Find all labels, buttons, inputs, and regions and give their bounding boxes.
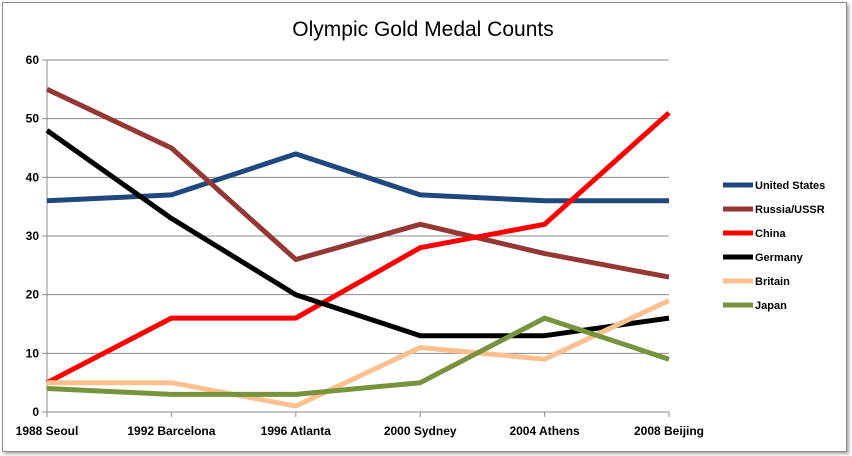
x-tick-label: 2000 Sydney — [384, 424, 457, 438]
x-tick-label: 1992 Barcelona — [127, 424, 215, 438]
series-line — [45, 128, 670, 339]
legend-label: United States — [755, 180, 825, 192]
y-tick-label: 20 — [26, 288, 40, 302]
y-tick-label: 0 — [32, 405, 39, 419]
y-tick-label: 30 — [26, 229, 40, 243]
gridlines — [47, 59, 669, 354]
y-tick-label: 10 — [26, 346, 40, 360]
series-lines — [45, 87, 671, 409]
legend-label: Britain — [755, 276, 790, 288]
series-line — [45, 87, 670, 280]
y-tick-label: 40 — [26, 170, 40, 184]
x-tick-label: 2004 Athens — [509, 424, 580, 438]
legend: United States Russia/USSR China Germany Brit… — [723, 180, 825, 312]
legend-label: Japan — [755, 300, 787, 312]
legend-label: Russia/USSR — [755, 204, 825, 216]
x-tick-label: 1988 Seoul — [16, 424, 79, 438]
series-line — [46, 151, 669, 204]
series-line — [46, 315, 670, 397]
series-line — [47, 298, 671, 409]
chart-title: Olympic Gold Medal Counts — [292, 18, 553, 41]
y-tick-label: 50 — [26, 112, 40, 126]
x-tick-label: 2008 Beijing — [634, 424, 704, 438]
x-tick-label: 1996 Atlanta — [261, 424, 332, 438]
y-tick-label: 60 — [26, 53, 40, 67]
legend-label: China — [755, 228, 786, 240]
legend-label: Germany — [755, 252, 804, 264]
series-line — [45, 110, 671, 385]
axes: 0 10 20 30 40 50 60 1988 Seoul 1992 Barcelona 199… — [16, 53, 704, 438]
